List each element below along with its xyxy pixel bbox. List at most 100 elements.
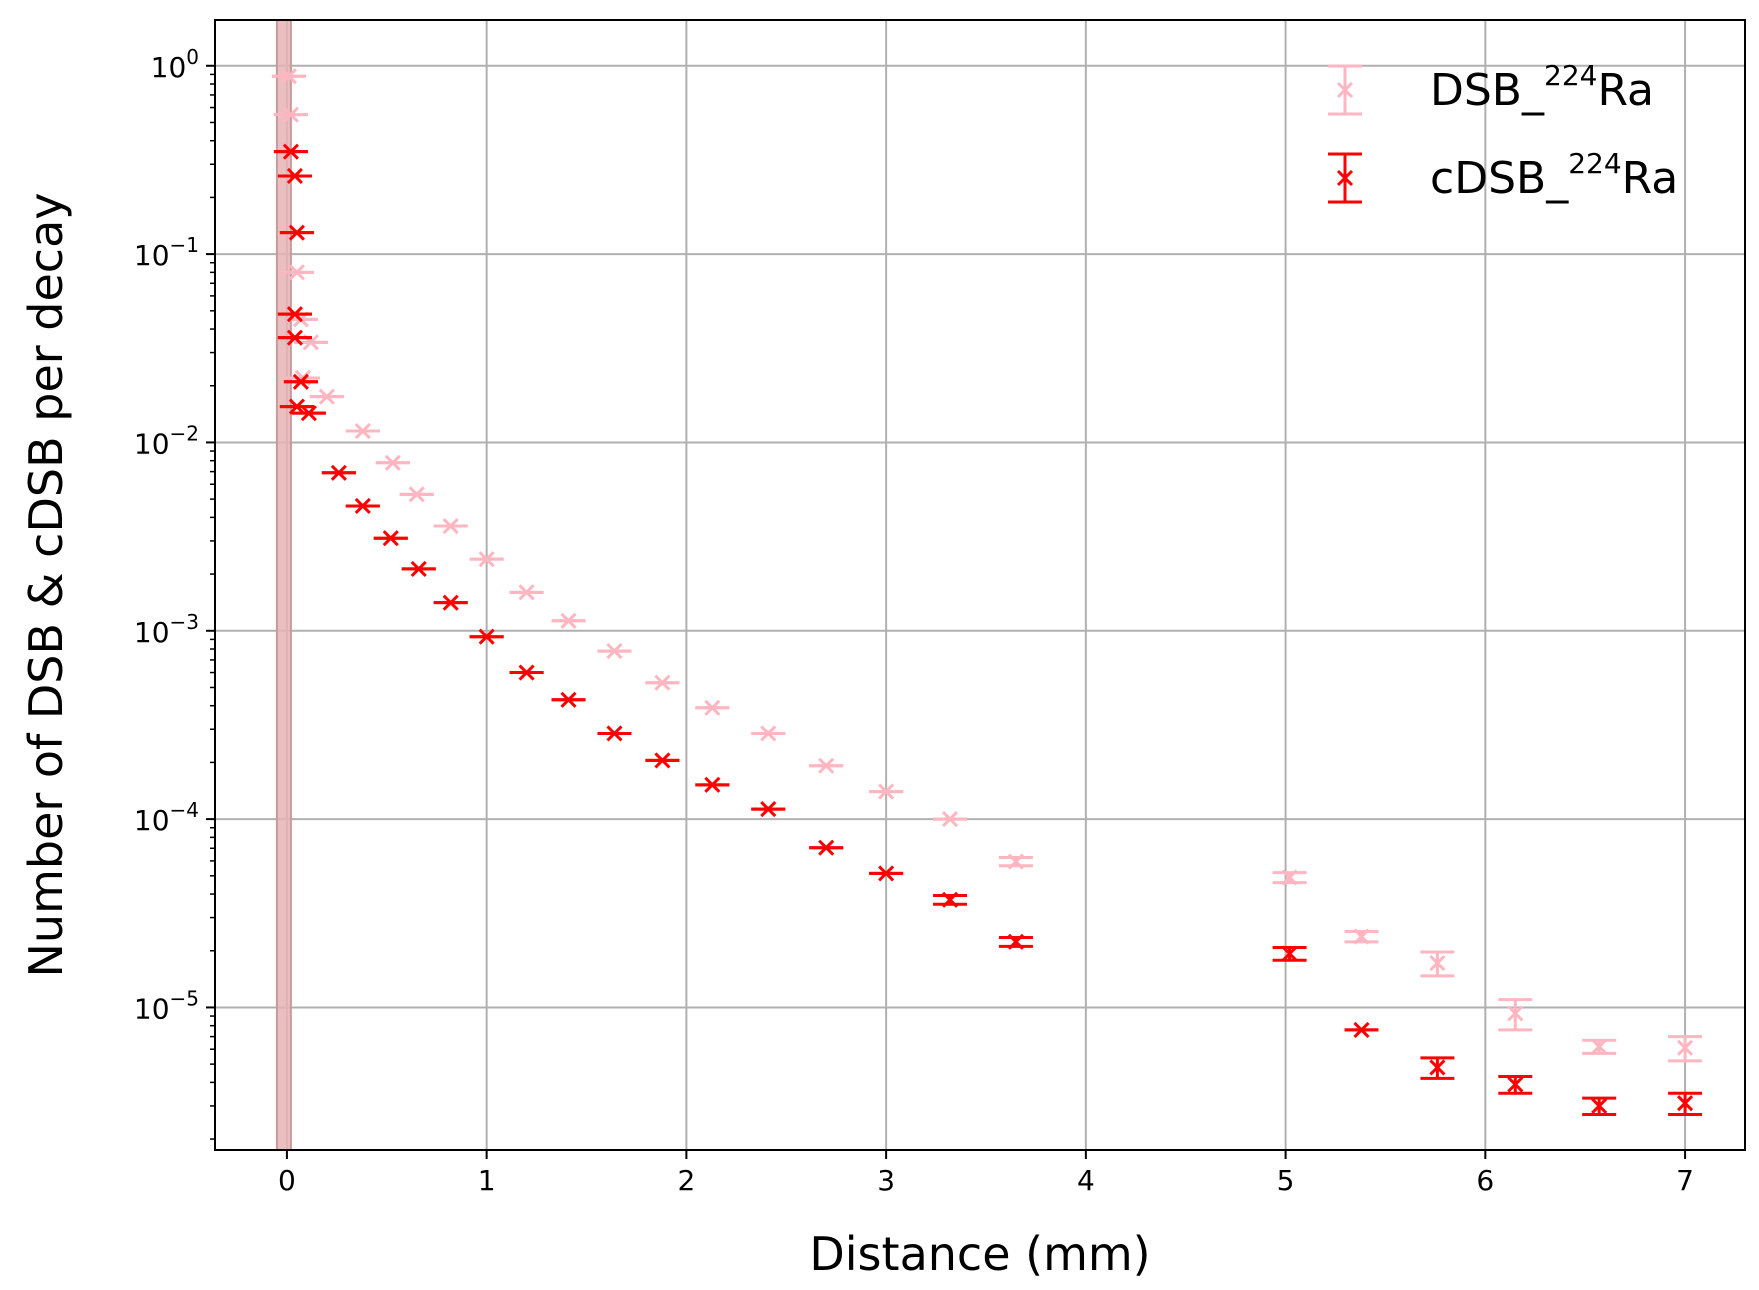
data-marker — [302, 334, 319, 351]
legend-label: cDSB_224Ra — [1430, 147, 1678, 204]
data-marker — [408, 486, 425, 503]
data-marker — [704, 776, 721, 793]
data-marker — [518, 584, 535, 601]
y-tick-label: 10−5 — [134, 986, 199, 1025]
data-point — [1668, 1035, 1703, 1063]
data-point — [1272, 869, 1307, 886]
data-point — [1420, 950, 1455, 978]
legend-marker — [1336, 81, 1354, 99]
data-point — [551, 612, 586, 629]
data-marker — [478, 551, 495, 568]
data-marker — [354, 422, 371, 440]
data-marker — [282, 106, 299, 123]
data-marker — [1007, 933, 1025, 950]
x-axis-label: Distance (mm) — [809, 1227, 1150, 1281]
grid — [215, 20, 1745, 1150]
legend-entry: DSB_224Ra — [1328, 59, 1654, 116]
data-point — [321, 464, 356, 481]
legend-entry: cDSB_224Ra — [1328, 147, 1678, 204]
data-marker — [1591, 1097, 1608, 1114]
data-point — [277, 167, 312, 185]
axes-ticks: 0 1 2 3 4 5 6 7 100 10−1 10−2 10−3 10−4 10−5 — [134, 45, 1694, 1197]
data-point — [279, 224, 314, 241]
data-marker — [606, 725, 623, 742]
data-marker — [384, 454, 401, 471]
legend-marker — [1336, 169, 1354, 187]
source-band — [275, 20, 292, 1150]
data-point — [279, 264, 314, 281]
y-axis-label: Number of DSB & cDSB per decay — [19, 193, 73, 978]
data-point — [597, 643, 632, 660]
x-tick-label: 5 — [1277, 1164, 1295, 1197]
y-tick-label: 10−1 — [134, 233, 199, 272]
data-point — [1344, 1021, 1379, 1038]
data-marker — [704, 699, 721, 716]
data-point — [277, 329, 312, 346]
data-marker — [442, 517, 459, 535]
data-marker — [1353, 1021, 1370, 1038]
data-marker — [288, 398, 305, 415]
data-point — [998, 933, 1033, 950]
legend: DSB_224Ra cDSB_224Ra — [1328, 59, 1678, 204]
data-marker — [1507, 1076, 1524, 1093]
data-point — [399, 486, 434, 503]
x-tick-label: 4 — [1077, 1164, 1095, 1197]
data-point — [597, 725, 632, 742]
data-marker — [292, 373, 309, 390]
data-point — [291, 405, 326, 422]
x-tick-label: 1 — [478, 1164, 496, 1197]
data-point — [433, 594, 468, 611]
data-marker — [330, 464, 347, 481]
plot-area — [271, 68, 1703, 1117]
data-marker — [1677, 1039, 1694, 1056]
data-point — [809, 757, 844, 774]
series-1 — [273, 143, 1703, 1117]
y-tick-label: 10−3 — [134, 610, 199, 649]
data-marker — [1281, 869, 1298, 886]
data-marker — [878, 783, 895, 800]
data-point — [1668, 1091, 1703, 1117]
data-point — [695, 699, 730, 716]
data-marker — [1507, 1005, 1524, 1022]
data-marker — [300, 405, 317, 422]
data-point — [509, 584, 544, 601]
data-point — [1498, 1074, 1533, 1095]
data-point — [1498, 998, 1533, 1032]
data-marker — [1591, 1038, 1608, 1055]
data-point — [695, 776, 730, 793]
data-point — [401, 560, 436, 577]
data-marker — [288, 224, 305, 241]
data-point — [279, 398, 314, 415]
data-marker — [606, 643, 623, 660]
data-marker — [286, 329, 303, 346]
data-point — [933, 811, 968, 828]
data-point — [1272, 945, 1307, 962]
x-tick-label: 3 — [877, 1164, 895, 1197]
data-point — [309, 388, 344, 405]
data-point — [273, 106, 308, 123]
data-point — [645, 752, 680, 769]
data-marker — [280, 68, 297, 85]
data-marker — [818, 839, 835, 856]
data-point — [283, 373, 318, 390]
data-marker — [818, 757, 835, 774]
data-point — [645, 674, 680, 691]
data-point — [375, 454, 410, 471]
x-tick-label: 2 — [677, 1164, 695, 1197]
data-marker — [410, 560, 427, 577]
data-marker — [288, 264, 305, 281]
data-point — [345, 497, 380, 515]
data-marker — [442, 594, 459, 611]
data-point — [1582, 1096, 1617, 1117]
data-marker — [941, 811, 959, 828]
data-marker — [286, 167, 303, 185]
data-point — [1420, 1056, 1455, 1080]
data-point — [469, 628, 504, 645]
data-marker — [282, 143, 299, 160]
data-point — [345, 422, 380, 440]
source-band-rect — [276, 20, 291, 1150]
data-point — [271, 68, 306, 85]
data-point — [509, 664, 544, 681]
data-marker — [1281, 945, 1298, 962]
data-marker — [354, 497, 371, 515]
